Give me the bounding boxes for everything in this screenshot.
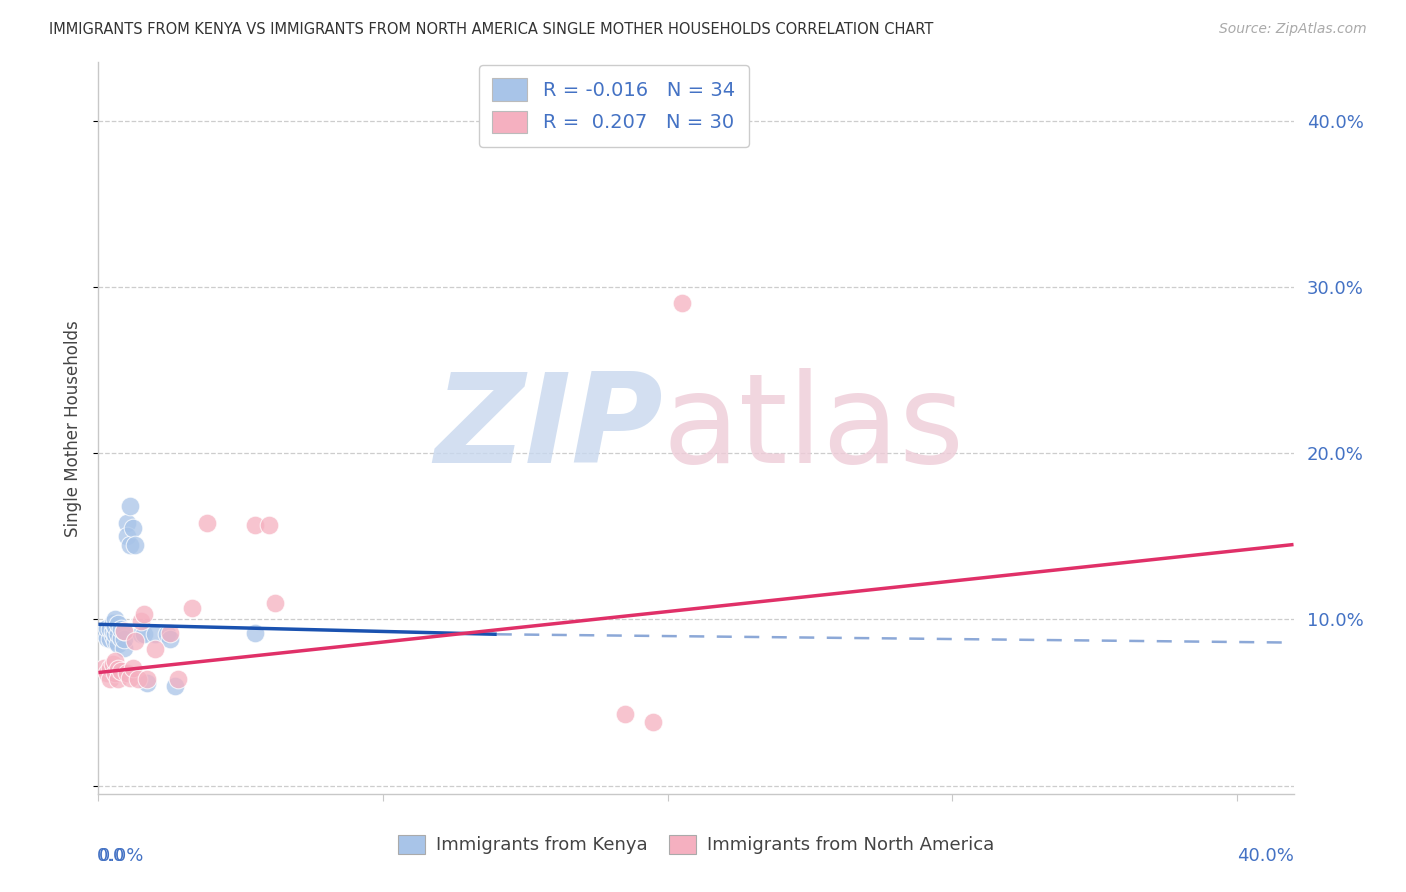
Point xyxy=(110,664,132,678)
Point xyxy=(107,627,129,641)
Point xyxy=(167,672,190,686)
Point xyxy=(143,627,166,641)
Point xyxy=(98,623,121,637)
Point xyxy=(112,632,135,647)
Point xyxy=(104,627,127,641)
Point xyxy=(243,517,266,532)
Point xyxy=(93,660,115,674)
Point xyxy=(107,662,129,676)
Point xyxy=(101,657,124,672)
Point xyxy=(104,654,127,668)
Point xyxy=(124,537,146,551)
Point xyxy=(96,631,118,645)
Point xyxy=(129,614,152,628)
Point xyxy=(118,500,141,514)
Point xyxy=(104,665,127,680)
Point xyxy=(104,612,127,626)
Point xyxy=(121,660,143,674)
Y-axis label: Single Mother Households: Single Mother Households xyxy=(65,320,83,536)
Text: ZIP: ZIP xyxy=(434,368,662,489)
Point xyxy=(93,625,115,640)
Point xyxy=(643,715,665,730)
Point xyxy=(118,671,141,685)
Point xyxy=(96,665,118,680)
Point xyxy=(110,631,132,645)
Point xyxy=(132,607,155,622)
Point xyxy=(107,617,129,632)
Text: Source: ZipAtlas.com: Source: ZipAtlas.com xyxy=(1219,22,1367,37)
Point xyxy=(98,672,121,686)
Text: 40.0%: 40.0% xyxy=(1237,847,1294,864)
Point xyxy=(135,672,157,686)
Legend: Immigrants from Kenya, Immigrants from North America: Immigrants from Kenya, Immigrants from N… xyxy=(391,828,1001,862)
Point xyxy=(101,629,124,643)
Point xyxy=(159,632,181,647)
Point xyxy=(243,625,266,640)
Point xyxy=(112,624,135,638)
Point xyxy=(257,517,280,532)
Point xyxy=(107,637,129,651)
Point xyxy=(132,627,155,641)
Point xyxy=(143,642,166,657)
Point xyxy=(98,660,121,674)
Point xyxy=(195,516,218,530)
Point xyxy=(107,672,129,686)
Text: IMMIGRANTS FROM KENYA VS IMMIGRANTS FROM NORTH AMERICA SINGLE MOTHER HOUSEHOLDS : IMMIGRANTS FROM KENYA VS IMMIGRANTS FROM… xyxy=(49,22,934,37)
Point xyxy=(101,624,124,638)
Point xyxy=(181,600,204,615)
Point xyxy=(156,627,179,641)
Point xyxy=(115,665,138,680)
Point xyxy=(115,529,138,543)
Text: 0.0: 0.0 xyxy=(97,847,125,864)
Point xyxy=(263,596,285,610)
Text: 0.0%: 0.0% xyxy=(98,847,143,864)
Point xyxy=(671,296,693,310)
Point xyxy=(112,624,135,638)
Point xyxy=(613,707,636,722)
Point xyxy=(124,634,146,648)
Point xyxy=(165,679,187,693)
Point xyxy=(101,615,124,630)
Point xyxy=(104,619,127,633)
Point xyxy=(118,537,141,551)
Point xyxy=(121,521,143,535)
Point xyxy=(135,675,157,690)
Point xyxy=(127,672,149,686)
Point xyxy=(110,623,132,637)
Point xyxy=(98,632,121,647)
Text: atlas: atlas xyxy=(662,368,965,489)
Point xyxy=(159,625,181,640)
Point xyxy=(112,640,135,655)
Point xyxy=(115,516,138,530)
Point xyxy=(104,634,127,648)
Point xyxy=(96,621,118,635)
Point xyxy=(129,627,152,641)
